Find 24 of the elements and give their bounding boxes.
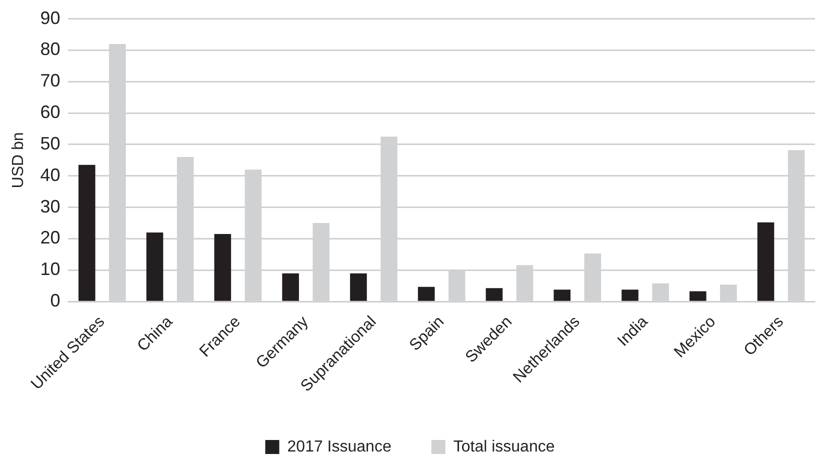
y-tick-label: 60 [40, 102, 60, 122]
bar [214, 234, 232, 301]
y-tick-label: 90 [40, 8, 60, 28]
bar [282, 273, 299, 301]
y-tick-label: 70 [40, 70, 60, 91]
y-tick-label: 20 [40, 228, 60, 248]
bar [486, 288, 503, 301]
legend-label: 2017 Issuance [287, 438, 392, 456]
y-tick-label: 40 [40, 164, 60, 185]
y-tick-label: 80 [40, 39, 60, 60]
bar [689, 291, 706, 301]
y-tick-label: 0 [50, 290, 60, 311]
bar [622, 290, 638, 301]
legend-label: Total issuance [453, 438, 555, 456]
y-tick-label: 50 [40, 133, 60, 154]
bar [418, 286, 435, 301]
bar [78, 164, 96, 301]
bar [554, 290, 571, 301]
y-tick-label: 10 [40, 259, 60, 280]
bar [350, 273, 367, 301]
bar [146, 232, 164, 301]
bar [757, 222, 774, 301]
y-axis-title: USD bn [10, 132, 28, 188]
y-tick-label: 30 [40, 196, 60, 216]
